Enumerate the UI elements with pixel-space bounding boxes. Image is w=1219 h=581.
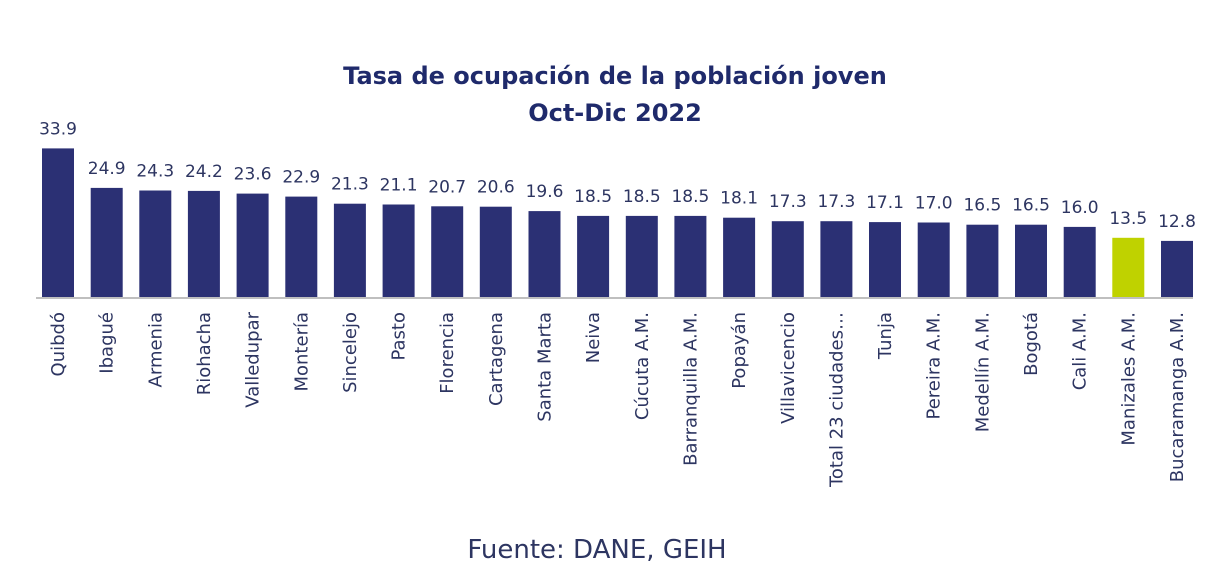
bar-value-label: 16.0 bbox=[1061, 198, 1099, 218]
bar bbox=[577, 215, 610, 297]
category-label: Barranquilla A.M. bbox=[680, 312, 701, 466]
bar-value-label: 16.5 bbox=[963, 196, 1001, 216]
chart-subtitle: Oct-Dic 2022 bbox=[528, 99, 702, 127]
bar-value-label: 18.5 bbox=[671, 187, 709, 207]
category-label: Medellín A.M. bbox=[972, 312, 993, 432]
bar bbox=[431, 206, 464, 297]
bar bbox=[139, 190, 172, 297]
category-label: Ibagué bbox=[97, 312, 118, 374]
bar-value-label: 18.5 bbox=[574, 187, 612, 207]
bar bbox=[1112, 237, 1145, 297]
bar bbox=[917, 222, 950, 297]
category-label: Florencia bbox=[437, 312, 458, 394]
bar bbox=[382, 204, 415, 297]
bar-value-label: 20.6 bbox=[477, 178, 515, 198]
bar-value-label: 24.9 bbox=[88, 159, 126, 179]
bar bbox=[1161, 240, 1193, 297]
bar bbox=[333, 203, 366, 297]
category-label: Manizales A.M. bbox=[1118, 312, 1139, 446]
category-label: Riohacha bbox=[194, 312, 215, 395]
category-label: Tunja bbox=[875, 312, 896, 360]
bar-value-label: 17.1 bbox=[866, 193, 904, 213]
category-label: Cali A.M. bbox=[1070, 312, 1091, 390]
bar bbox=[674, 215, 707, 297]
category-label: Bucaramanga A.M. bbox=[1167, 312, 1188, 482]
chart-title: Tasa de ocupación de la población joven bbox=[343, 62, 887, 90]
bar bbox=[966, 224, 999, 297]
bar-value-label: 20.7 bbox=[428, 177, 466, 197]
bar bbox=[187, 190, 220, 297]
bar-value-label: 24.2 bbox=[185, 162, 223, 182]
category-label: Neiva bbox=[583, 312, 604, 363]
category-label: Armenia bbox=[145, 312, 166, 387]
category-label: Valledupar bbox=[243, 311, 264, 407]
bar bbox=[236, 193, 269, 297]
bar-value-label: 19.6 bbox=[526, 182, 564, 202]
bar bbox=[820, 221, 853, 297]
bar bbox=[479, 206, 512, 297]
bar bbox=[1063, 226, 1096, 297]
category-label: Cartagena bbox=[486, 312, 507, 406]
bar bbox=[625, 215, 658, 297]
bar-value-label: 17.3 bbox=[769, 192, 807, 212]
bars-group: 33.9 Quibdó 24.9 Ibagué 24.3 Armenia 24.2 Rioha… bbox=[39, 119, 1196, 488]
bar-value-label: 16.5 bbox=[1012, 196, 1050, 216]
bar-value-label: 33.9 bbox=[39, 119, 77, 139]
bar bbox=[528, 211, 561, 297]
category-label: Bogotá bbox=[1021, 312, 1042, 376]
category-label: Sincelejo bbox=[340, 312, 361, 393]
bar bbox=[771, 221, 804, 297]
bar-value-label: 18.1 bbox=[720, 189, 758, 209]
category-label: Montería bbox=[291, 312, 312, 392]
bar-value-label: 17.0 bbox=[915, 194, 953, 214]
category-label: Villavicencio bbox=[778, 312, 799, 424]
bar-value-label: 24.3 bbox=[136, 162, 174, 182]
bar-value-label: 12.8 bbox=[1158, 212, 1196, 232]
bar-value-label: 21.1 bbox=[380, 176, 418, 196]
category-label: Pereira A.M. bbox=[924, 312, 945, 420]
category-label: Popayán bbox=[729, 312, 750, 389]
bar bbox=[1015, 224, 1047, 297]
bar-value-label: 22.9 bbox=[282, 168, 320, 188]
bar-value-label: 23.6 bbox=[234, 165, 272, 185]
source-note: Fuente: DANE, GEIH bbox=[467, 535, 726, 565]
bar bbox=[285, 196, 318, 297]
bar bbox=[869, 222, 901, 297]
bar bbox=[42, 148, 74, 297]
category-label: Total 23 ciudades… bbox=[826, 312, 847, 488]
bar-value-label: 21.3 bbox=[331, 175, 369, 195]
bar-value-label: 13.5 bbox=[1109, 209, 1147, 229]
bar-value-label: 17.3 bbox=[817, 192, 855, 212]
bar-value-label: 18.5 bbox=[623, 187, 661, 207]
category-label: Quibdó bbox=[48, 312, 69, 376]
category-label: Santa Marta bbox=[535, 312, 556, 422]
category-label: Cúcuta A.M. bbox=[632, 312, 653, 420]
bar bbox=[723, 217, 756, 297]
category-label: Pasto bbox=[389, 312, 410, 361]
bar bbox=[90, 187, 123, 297]
